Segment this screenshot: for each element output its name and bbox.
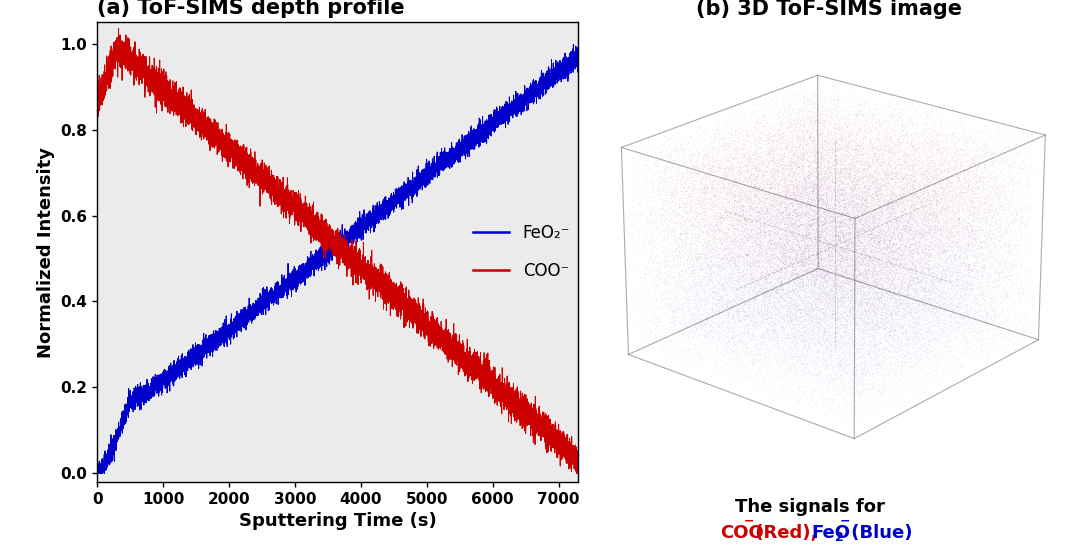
Y-axis label: Normalized Intensity: Normalized Intensity: [37, 147, 55, 357]
Text: (Blue): (Blue): [846, 524, 913, 542]
Text: −: −: [840, 514, 850, 527]
X-axis label: Sputtering Time (s): Sputtering Time (s): [239, 512, 436, 530]
Text: FeO: FeO: [811, 524, 850, 542]
Text: 2: 2: [835, 531, 843, 544]
Legend: FeO₂⁻, COO⁻: FeO₂⁻, COO⁻: [473, 224, 570, 280]
Text: (a) ToF-SIMS depth profile: (a) ToF-SIMS depth profile: [97, 0, 405, 18]
Text: The signals for: The signals for: [735, 498, 885, 516]
Text: COO: COO: [720, 524, 764, 542]
Text: (Red),: (Red),: [750, 524, 824, 542]
Text: −: −: [744, 514, 754, 527]
Title: (b) 3D ToF-SIMS image: (b) 3D ToF-SIMS image: [696, 0, 961, 19]
